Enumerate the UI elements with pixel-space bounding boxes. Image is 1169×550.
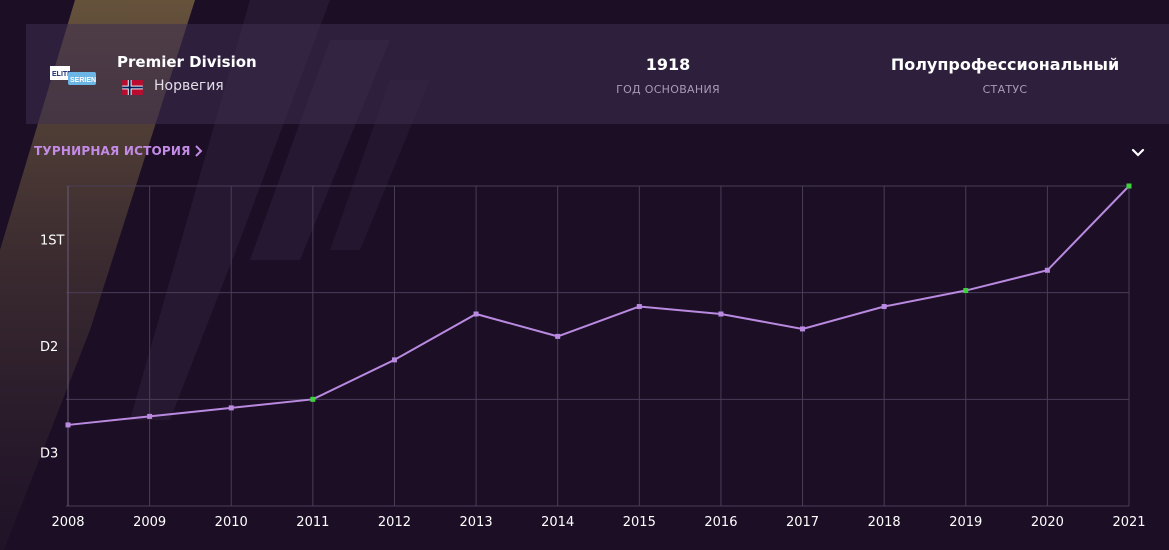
x-tick-label: 2012 bbox=[378, 515, 411, 530]
country-name: Норвегия bbox=[154, 78, 224, 94]
x-tick-label: 2017 bbox=[786, 515, 819, 530]
x-tick-label: 2014 bbox=[541, 515, 574, 530]
status-value: Полупрофессиональный bbox=[890, 55, 1120, 74]
x-tick-label: 2013 bbox=[460, 515, 493, 530]
data-point bbox=[228, 405, 234, 411]
tournament-history-chart: 1ST D2 D3 2008 2009 2010 2011 2012 2013 2014 2015 2… bbox=[40, 183, 1146, 530]
svg-text:SERIEN: SERIEN bbox=[70, 77, 96, 84]
y-tick-label: 1ST bbox=[40, 233, 65, 248]
x-tick-label: 2010 bbox=[215, 515, 248, 530]
data-point bbox=[555, 333, 561, 339]
tournament-history-label: ТУРНИРНАЯ ИСТОРИЯ bbox=[34, 144, 191, 158]
chevron-right-icon bbox=[194, 145, 202, 157]
x-tick-label: 2009 bbox=[133, 515, 166, 530]
y-tick-label: D2 bbox=[40, 340, 58, 355]
series-line bbox=[67, 185, 1130, 426]
x-tick-label: 2021 bbox=[1112, 515, 1145, 530]
x-tick-label: 2008 bbox=[51, 515, 84, 530]
x-tick-label: 2019 bbox=[949, 515, 982, 530]
data-point bbox=[1044, 267, 1050, 273]
competition-name: Premier Division bbox=[117, 53, 257, 71]
chevron-down-icon[interactable] bbox=[1128, 144, 1148, 162]
x-tick-label: 2018 bbox=[868, 515, 901, 530]
founded-year-value: 1918 bbox=[645, 55, 691, 74]
data-point-highlighted bbox=[1126, 183, 1132, 189]
data-point-highlighted bbox=[963, 288, 969, 294]
header-card bbox=[26, 24, 1169, 124]
data-point bbox=[636, 304, 642, 310]
tournament-history-link[interactable]: ТУРНИРНАЯ ИСТОРИЯ bbox=[34, 144, 203, 158]
x-tick-label: 2015 bbox=[623, 515, 656, 530]
data-point-highlighted bbox=[310, 396, 316, 402]
data-point bbox=[473, 311, 479, 317]
data-point bbox=[65, 422, 71, 428]
data-point bbox=[147, 413, 153, 419]
data-point bbox=[718, 311, 724, 317]
data-point bbox=[800, 326, 806, 332]
y-tick-label: D3 bbox=[40, 447, 58, 462]
data-point bbox=[391, 357, 397, 363]
competition-logo: ELITE SERIEN bbox=[50, 66, 96, 85]
svg-text:ELITE: ELITE bbox=[52, 71, 72, 78]
data-point bbox=[881, 304, 887, 310]
x-tick-label: 2016 bbox=[704, 515, 737, 530]
norway-flag-icon bbox=[122, 80, 143, 95]
status-label: СТАТУС bbox=[982, 83, 1028, 96]
x-tick-label: 2011 bbox=[296, 515, 329, 530]
founded-year-label: ГОД ОСНОВАНИЯ bbox=[616, 83, 720, 96]
x-tick-label: 2020 bbox=[1031, 515, 1064, 530]
